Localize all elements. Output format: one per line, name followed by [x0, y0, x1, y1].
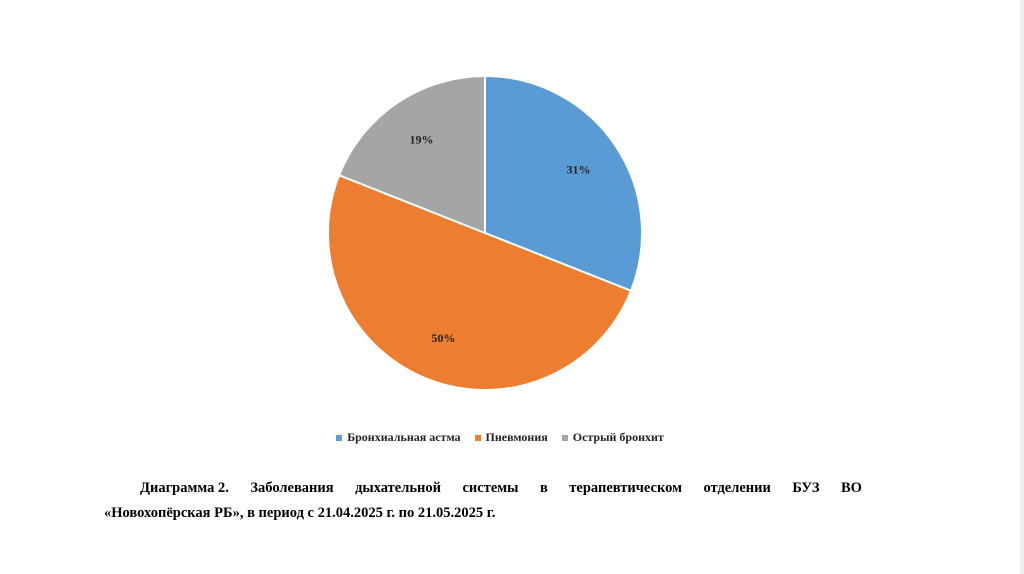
chart-legend: Бронхиальная астма Пневмония Острый бронхи… [0, 430, 1000, 445]
data-label-2: 50% [431, 331, 455, 345]
legend-item-3: Острый бронхит [561, 430, 664, 445]
pie-slice-1 [484, 74, 643, 293]
caption-word: БУЗ [792, 480, 820, 496]
caption-word: терапевтическом [569, 480, 682, 496]
data-label-3: 19% [409, 133, 433, 147]
figure-caption: Диаграмма 2. Заболевания дыхательной систем… [104, 476, 862, 526]
page-edge [1020, 0, 1024, 574]
data-label-1: 31% [566, 162, 590, 176]
caption-word: Диаграмма 2. [140, 480, 229, 496]
pie-slice-3 [337, 74, 486, 235]
caption-word: Заболевания [250, 480, 334, 496]
caption-word: системы [462, 480, 519, 496]
legend-swatch [561, 434, 568, 441]
caption-word: отделении [703, 480, 771, 496]
legend-swatch [336, 434, 343, 441]
legend-label: Бронхиальная астма [347, 430, 461, 444]
caption-line-1: Диаграмма 2. Заболевания дыхательной систем… [104, 476, 862, 501]
pie-chart: 31% 50% 19% [327, 74, 643, 391]
legend-swatch [474, 434, 481, 441]
caption-word: дыхательной [355, 480, 442, 496]
pie-slice-2 [327, 173, 633, 391]
caption-word: в [539, 480, 548, 496]
caption-word: ВО [841, 480, 862, 496]
legend-label: Пневмония [485, 430, 548, 444]
legend-item-1: Бронхиальная астма [336, 430, 461, 445]
legend-item-2: Пневмония [474, 430, 548, 445]
legend-label: Острый бронхит [572, 430, 664, 444]
caption-line-2: «Новохопёрская РБ», в период с 21.04.202… [104, 505, 496, 521]
